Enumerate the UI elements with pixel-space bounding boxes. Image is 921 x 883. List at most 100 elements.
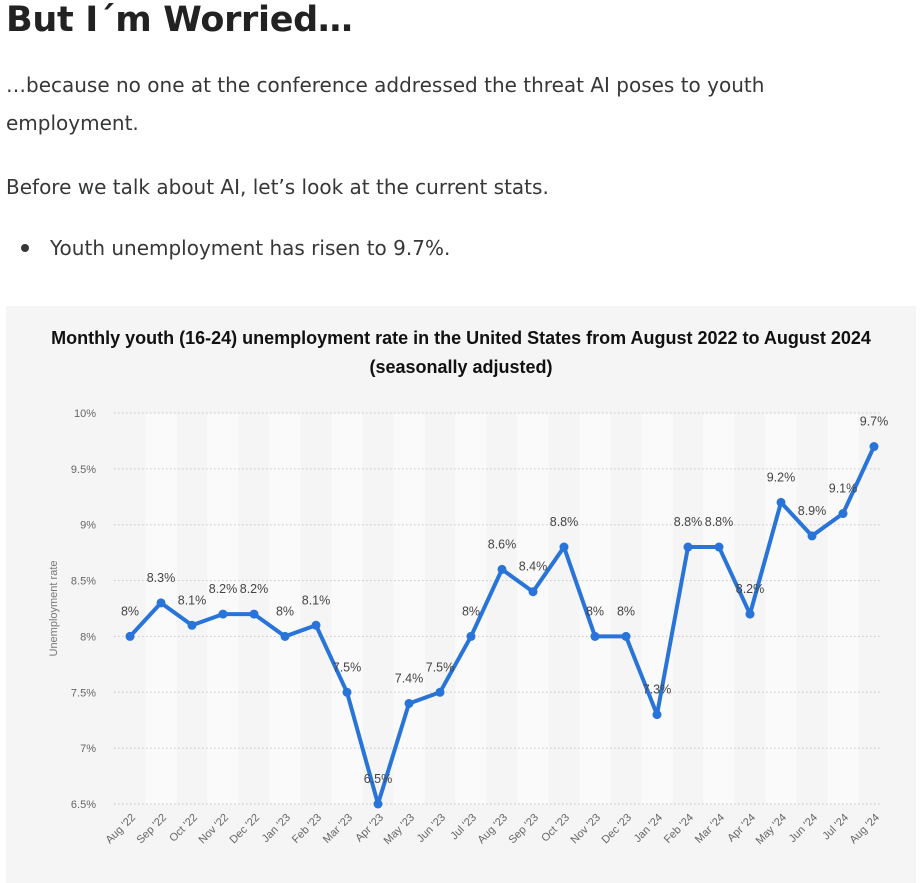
data-label: 8.6% [488, 537, 517, 551]
x-tick-label: Feb '24 [662, 812, 696, 846]
data-point [838, 509, 848, 519]
data-label: 8.2% [240, 582, 269, 596]
data-label: 8.9% [798, 504, 827, 518]
x-tick-label: Sep '23 [506, 812, 541, 847]
y-tick-label: 6.5% [71, 799, 96, 811]
data-point [280, 631, 290, 641]
column-band [517, 413, 549, 804]
chart-plot: 6.5% 7% 7.5% 8% 8.5% 9% 9.5% 10% Unemployment ra… [48, 408, 889, 847]
column-band [827, 413, 859, 804]
y-axis-title: Unemployment rate [48, 561, 60, 657]
data-point [559, 542, 569, 552]
data-point [621, 631, 631, 641]
data-point [373, 799, 383, 809]
column-band [207, 413, 239, 804]
data-label: 8% [617, 604, 635, 618]
y-tick-label: 8% [80, 631, 96, 643]
data-point [807, 531, 817, 541]
data-label: 8% [276, 604, 294, 618]
x-tick-label: Feb '23 [290, 812, 324, 846]
chart-figure: Monthly youth (16-24) unemployment rate … [6, 306, 916, 883]
data-point [869, 442, 879, 452]
column-band [269, 413, 301, 804]
data-label: 8.4% [519, 560, 548, 574]
data-label: 7.4% [395, 671, 424, 685]
x-tick-label: Jan '23 [260, 812, 293, 845]
data-label: 8.8% [674, 515, 703, 529]
data-point [590, 631, 600, 641]
data-label: 7.3% [643, 683, 672, 697]
data-point [342, 687, 352, 697]
x-tick-label: Oct '23 [539, 812, 572, 845]
data-point [311, 620, 321, 630]
data-label: 8.1% [302, 593, 331, 607]
bullet-text: Youth unemployment has risen to 9.7%. [50, 236, 451, 260]
column-band [455, 413, 487, 804]
data-point [497, 564, 507, 574]
data-point [683, 542, 693, 552]
bullet-list: Youth unemployment has risen to 9.7%. [6, 229, 450, 267]
x-tick-label: Aug '23 [475, 812, 510, 847]
data-label: 8.8% [550, 515, 579, 529]
y-tick-label: 7% [80, 743, 96, 755]
data-label: 8.3% [147, 571, 176, 585]
data-point [218, 609, 228, 619]
data-label: 9.7% [860, 415, 889, 429]
data-point [187, 620, 197, 630]
data-label: 8.2% [736, 582, 765, 596]
data-point [404, 698, 414, 708]
article-paragraph-stats: Before we talk about AI, let’s look at t… [6, 175, 549, 199]
column-band [703, 413, 735, 804]
series-line [128, 444, 876, 806]
x-tick-label: May '24 [754, 812, 789, 847]
y-tick-label: 8.5% [71, 576, 96, 588]
data-point [528, 587, 538, 597]
x-tick-label: Mar '24 [693, 812, 727, 846]
chart-title: Monthly youth (16-24) unemployment rate … [51, 328, 871, 377]
data-label: 9.2% [767, 470, 796, 484]
bullet-item: Youth unemployment has risen to 9.7%. [6, 229, 450, 267]
x-tick-label: Dec '22 [228, 812, 263, 847]
x-tick-label: Jan '24 [632, 812, 665, 845]
data-label: 9.1% [829, 482, 858, 496]
data-point [745, 609, 755, 619]
data-point [249, 609, 259, 619]
x-tick-label: Aug '22 [103, 812, 138, 847]
data-label: 8.2% [209, 582, 238, 596]
x-tick-label: Apr '24 [725, 812, 758, 845]
data-point [652, 710, 662, 720]
data-point [125, 631, 135, 641]
data-point [714, 542, 724, 552]
data-label: 8% [586, 604, 604, 618]
data-point [156, 598, 166, 608]
x-tick-label: Sep '22 [134, 812, 169, 847]
data-label: 6.5% [364, 772, 393, 786]
x-tick-label: Nov '22 [197, 812, 232, 847]
x-tick-label: May '23 [382, 812, 417, 847]
data-label: 8.1% [178, 593, 207, 607]
column-band [641, 413, 673, 804]
x-tick-label: Jun '24 [787, 812, 820, 845]
data-point [435, 687, 445, 697]
data-label: 7.5% [426, 660, 455, 674]
column-band [331, 413, 363, 804]
article-paragraph-intro: …because no one at the conference addres… [6, 73, 765, 135]
x-tick-label: Oct '22 [167, 812, 200, 845]
x-tick-label: Aug '24 [847, 812, 882, 847]
data-label: 8.8% [705, 515, 734, 529]
y-tick-label: 9.5% [71, 464, 96, 476]
y-tick-label: 9% [80, 520, 96, 532]
y-tick-label: 10% [74, 408, 96, 420]
x-tick-label: Jun '23 [415, 812, 448, 845]
data-label: 8% [121, 604, 139, 618]
data-label: 8% [462, 604, 480, 618]
data-label: 7.5% [333, 660, 362, 674]
data-point [466, 631, 476, 641]
x-tick-label: Dec '23 [600, 812, 635, 847]
x-tick-label: Apr '23 [353, 812, 386, 845]
data-point [776, 497, 786, 507]
column-band [765, 413, 797, 804]
article-heading: But I´m Worried… [6, 0, 353, 40]
x-tick-label: Mar '23 [321, 812, 355, 846]
y-tick-label: 7.5% [71, 687, 96, 699]
